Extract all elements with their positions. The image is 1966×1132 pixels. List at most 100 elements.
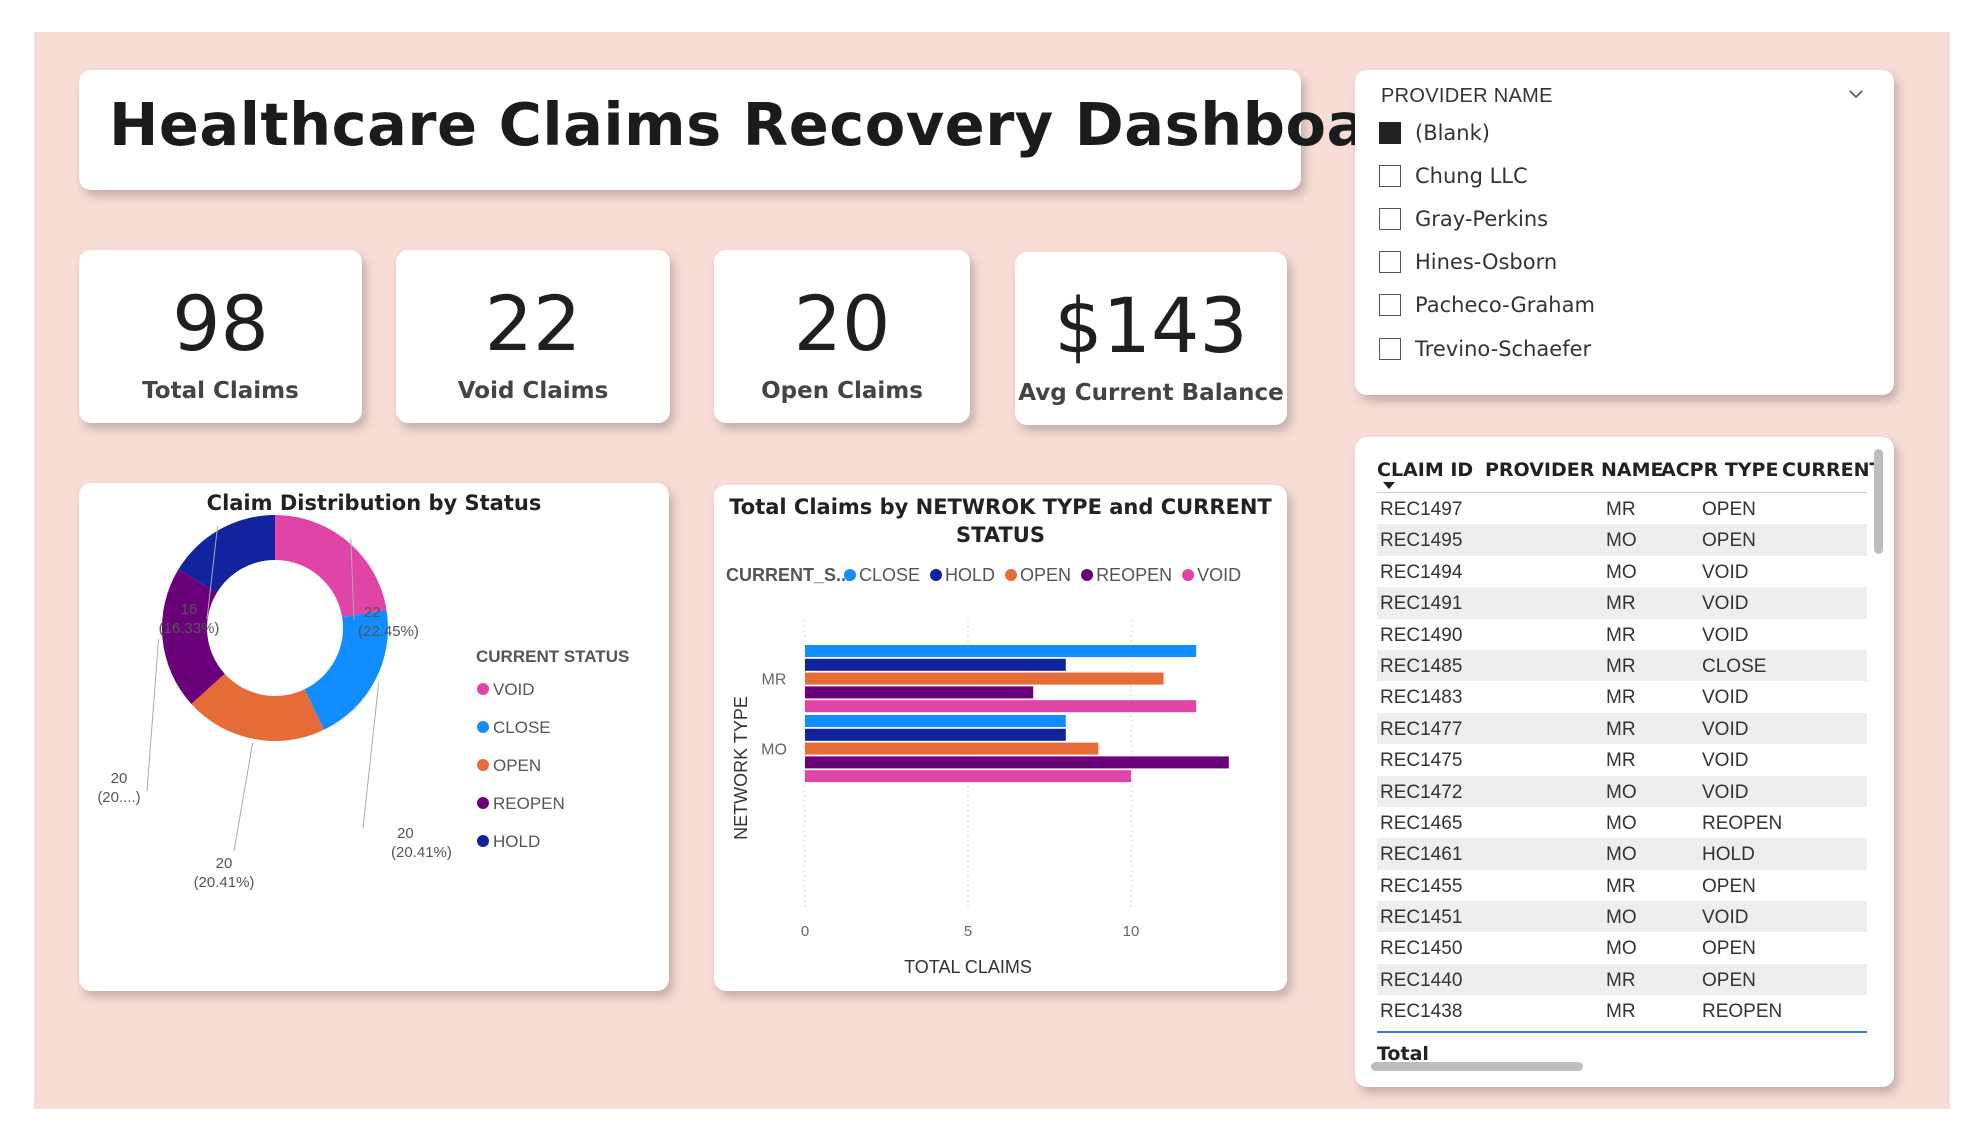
checkbox[interactable]: [1379, 294, 1401, 316]
bar-mo-hold[interactable]: [805, 728, 1066, 741]
legend-marker: [1081, 569, 1094, 581]
bar-mo-void[interactable]: [805, 770, 1131, 783]
bar-mo-open[interactable]: [805, 742, 1099, 755]
table-row[interactable]: REC1494 MO VOID: [1377, 556, 1867, 587]
table-cell: MR: [1606, 875, 1636, 897]
bar-mr-hold[interactable]: [805, 658, 1066, 671]
table-row[interactable]: REC1451 MO VOID: [1377, 901, 1867, 933]
column-header-acpr-type[interactable]: ACPR TYPE: [1661, 459, 1779, 481]
legend-item-hold[interactable]: HOLD: [493, 832, 540, 851]
table-cell: REC1461: [1380, 844, 1463, 866]
chart-title: Claim Distribution by Status: [206, 491, 542, 515]
bar-mr-open[interactable]: [805, 672, 1164, 685]
legend-item-void[interactable]: VOID: [1197, 565, 1241, 585]
bar-mo-close[interactable]: [805, 715, 1066, 727]
bar-chart: CURRENT_S... CLOSE HOLD OPEN REOPEN VOID 0 5 10 M…: [726, 565, 1241, 977]
table-row[interactable]: REC1465 MO REOPEN: [1377, 807, 1867, 838]
kpi-open-claims[interactable]: 20 Open Claims: [714, 250, 970, 423]
table-row[interactable]: REC1475 MR VOID: [1377, 744, 1867, 775]
checkbox[interactable]: [1379, 122, 1401, 144]
claim-distribution-chart[interactable]: Claim Distribution by Status 22 (22.45%) 2…: [79, 483, 669, 991]
kpi-total-claims[interactable]: 98 Total Claims: [79, 250, 362, 423]
kpi-avg-current-balance[interactable]: $143 Avg Current Balance: [1015, 252, 1287, 425]
column-header-current-status[interactable]: CURRENT: [1782, 459, 1883, 481]
table-row[interactable]: REC1450 MO OPEN: [1377, 932, 1867, 963]
network-type-bar-chart[interactable]: Total Claims by NETWROK TYPE and CURRENT…: [714, 485, 1287, 991]
provider-name-slicer[interactable]: PROVIDER NAME (Blank) Chung LLC Gray-Per…: [1355, 70, 1894, 395]
table-cell: REC1438: [1380, 1001, 1463, 1023]
chevron-down-icon[interactable]: [1848, 86, 1864, 102]
legend-item-close[interactable]: CLOSE: [493, 718, 551, 737]
legend-item-open[interactable]: OPEN: [493, 756, 541, 775]
column-header-claim-id[interactable]: CLAIM ID: [1377, 459, 1474, 481]
table-row[interactable]: REC1485 MR CLOSE: [1377, 649, 1867, 682]
legend-item-open[interactable]: OPEN: [1020, 565, 1071, 585]
horizontal-scrollbar[interactable]: [1371, 1062, 1583, 1071]
table-cell: MO: [1606, 938, 1637, 960]
legend-marker: [477, 797, 489, 809]
data-label-percent: (20....): [97, 789, 140, 806]
y-tick-label: MO: [761, 742, 787, 759]
table-cell: MO: [1606, 844, 1637, 866]
legend-marker: [1005, 569, 1018, 581]
table-row[interactable]: REC1477 MR VOID: [1377, 712, 1867, 745]
data-label-value: 20: [397, 825, 414, 842]
table-row[interactable]: REC1490 MR VOID: [1377, 619, 1867, 650]
checkbox[interactable]: [1379, 338, 1401, 360]
table-cell: VOID: [1702, 624, 1749, 646]
table-cell: CLOSE: [1702, 655, 1767, 677]
slicer-item-pacheco-graham[interactable]: Pacheco-Graham: [1379, 290, 1595, 320]
slicer-title: PROVIDER NAME: [1381, 85, 1553, 107]
slicer-item-trevino-schaefer[interactable]: Trevino-Schaefer: [1379, 334, 1591, 364]
donut-slice-void[interactable]: [275, 515, 387, 618]
table-row[interactable]: REC1497 MR OPEN: [1377, 493, 1867, 524]
table-row[interactable]: REC1472 MO VOID: [1377, 775, 1867, 807]
table-cell: REC1440: [1380, 969, 1463, 991]
bar-mo-reopen[interactable]: [805, 756, 1229, 769]
table-row[interactable]: REC1440 MR OPEN: [1377, 963, 1867, 996]
checkbox[interactable]: [1379, 208, 1401, 230]
table-cell: MR: [1606, 718, 1636, 740]
table-row[interactable]: REC1491 MR VOID: [1377, 587, 1867, 619]
donut-slice-hold[interactable]: [178, 515, 275, 593]
donut-slice-close[interactable]: [304, 609, 388, 730]
checkbox[interactable]: [1379, 251, 1401, 273]
table-row[interactable]: REC1455 MR OPEN: [1377, 870, 1867, 901]
slicer-item-hines-osborn[interactable]: Hines-Osborn: [1379, 247, 1557, 277]
table-cell: MO: [1606, 561, 1637, 583]
table-row[interactable]: REC1438 MR REOPEN: [1377, 995, 1867, 1026]
table-row[interactable]: REC1495 MO OPEN: [1377, 524, 1867, 556]
legend-item-reopen[interactable]: REOPEN: [493, 794, 565, 813]
x-axis-title: TOTAL CLAIMS: [904, 957, 1032, 977]
legend-item-close[interactable]: CLOSE: [859, 565, 920, 585]
slicer-item-blank[interactable]: (Blank): [1379, 118, 1490, 148]
table-cell: REC1451: [1380, 907, 1463, 929]
table-cell: VOID: [1702, 687, 1749, 709]
legend-item-reopen[interactable]: REOPEN: [1096, 565, 1172, 585]
table-cell: OPEN: [1702, 530, 1756, 552]
donut-slice-open[interactable]: [191, 673, 325, 741]
table-row[interactable]: REC1461 MO HOLD: [1377, 838, 1867, 870]
table-cell: REC1495: [1380, 530, 1463, 552]
sort-descending-icon[interactable]: [1383, 482, 1395, 489]
bar-mr-void[interactable]: [805, 700, 1197, 713]
kpi-label: Avg Current Balance: [1018, 380, 1284, 406]
legend-item-void[interactable]: VOID: [493, 680, 535, 699]
kpi-void-claims[interactable]: 22 Void Claims: [396, 250, 670, 423]
column-header-provider-name[interactable]: PROVIDER NAME: [1485, 459, 1664, 481]
table-row[interactable]: REC1483 MR VOID: [1377, 681, 1867, 712]
kpi-label: Total Claims: [142, 378, 299, 404]
checkbox[interactable]: [1379, 165, 1401, 187]
table-total-row: Total: [1377, 1031, 1867, 1065]
bar-mr-reopen[interactable]: [805, 686, 1034, 699]
table-cell: VOID: [1702, 781, 1749, 803]
slicer-item-chung-llc[interactable]: Chung LLC: [1379, 161, 1528, 191]
legend-marker: [477, 683, 489, 695]
table-cell: MR: [1606, 655, 1636, 677]
bar-mr-close[interactable]: [805, 645, 1197, 657]
legend-item-hold[interactable]: HOLD: [945, 565, 995, 585]
claims-table[interactable]: CLAIM ID PROVIDER NAME ACPR TYPE CURRENT…: [1355, 437, 1894, 1087]
slicer-item-gray-perkins[interactable]: Gray-Perkins: [1379, 204, 1548, 234]
vertical-scrollbar[interactable]: [1874, 449, 1883, 554]
page-title: Healthcare Claims Recovery Dashboard: [109, 90, 1440, 159]
